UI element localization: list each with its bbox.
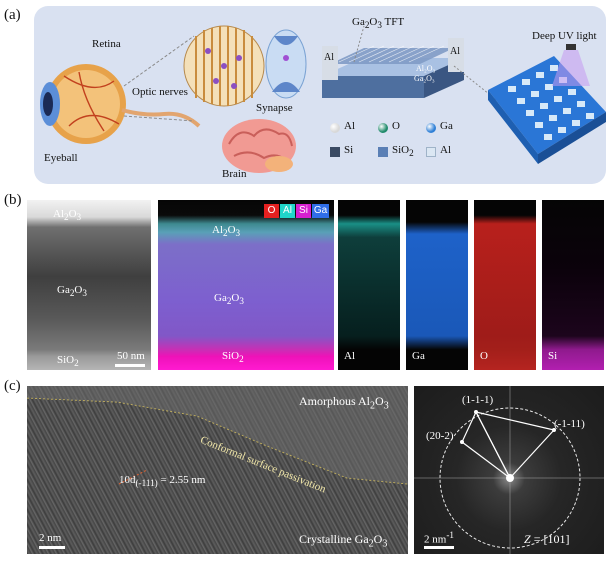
- eds-map-o: O: [474, 200, 536, 370]
- brain-icon: [222, 119, 296, 173]
- square-icon: [426, 147, 436, 157]
- tem-image: Al2O3 Ga2O3 SiO2 50 nm: [27, 200, 151, 370]
- eds-al2o3-label: Al2O3: [212, 224, 241, 239]
- panel-a-background: Retina Synapse Optic nerves Eyeball Brai…: [34, 6, 606, 184]
- fft-zone-axis-label: Z = [101]: [524, 532, 570, 546]
- tft-array-board-icon: [488, 56, 606, 164]
- passivation-boundary: [27, 386, 408, 485]
- retina-label: Retina: [92, 38, 121, 50]
- tft-title: Ga2O3 TFT: [352, 16, 405, 31]
- optic-nerves-label: Optic nerves: [132, 86, 188, 98]
- eds-map-o-label: O: [480, 350, 488, 362]
- synapse-label: Synapse: [256, 102, 293, 114]
- synapse-icon: [265, 29, 307, 99]
- hrtem-amorphous-label: Amorphous Al2O3: [299, 394, 389, 412]
- fft-spot-1-label: (1-1-1): [462, 394, 494, 406]
- sphere-icon: [426, 123, 436, 133]
- material-legend: Al O Ga Si SiO2 Al: [330, 120, 480, 176]
- fft-pattern: (1-1-1) (-1-11) (20-2) 2 nm-1 Z = [101]: [414, 386, 604, 554]
- eds-legend-si: Si: [296, 204, 311, 218]
- eds-legend-ga: Ga: [312, 204, 329, 218]
- hrtem-scale-bar: [39, 546, 65, 549]
- fft-scale-label: 2 nm-1: [424, 530, 454, 546]
- square-icon: [330, 147, 340, 157]
- sphere-icon: [330, 123, 340, 133]
- square-icon: [378, 147, 388, 157]
- tem-scale-bar: [115, 364, 145, 367]
- eds-ga2o3-label: Ga2O3: [214, 292, 244, 307]
- sphere-icon: [378, 123, 388, 133]
- deep-uv-label: Deep UV light: [532, 30, 597, 42]
- uv-lamp-icon: [552, 44, 590, 86]
- eds-map-al-label: Al: [344, 350, 355, 362]
- tft-stack-ga2o3-label: Ga₂O₃: [414, 74, 435, 83]
- eds-map-al: Al: [338, 200, 400, 370]
- hrtem-scale-label: 2 nm: [39, 532, 62, 544]
- tft-device-icon: [322, 38, 464, 98]
- eyeball-icon: [40, 64, 201, 144]
- retina-callout-line: [123, 35, 195, 87]
- panel-a-letter: (a): [4, 7, 21, 23]
- tft-stack-al2o3-label: Al₂O₃: [416, 64, 436, 73]
- tem-scale-label: 50 nm: [117, 350, 145, 362]
- hrtem-crystalline-label: Crystalline Ga2O3: [299, 532, 388, 550]
- retina-magnified-icon: [183, 25, 265, 107]
- eds-overlay-map: O Al Si Ga Al2O3 Ga2O3 SiO2: [158, 200, 334, 370]
- eds-map-si-label: Si: [548, 350, 558, 362]
- tem-al2o3-label: Al2O3: [53, 208, 82, 223]
- hrtem-d-spacing-label: 10d(-111) = 2.55 nm: [119, 474, 206, 489]
- tft-al-right-label: Al: [450, 46, 460, 57]
- eyeball-label: Eyeball: [44, 152, 78, 164]
- eds-map-ga-label: Ga: [412, 350, 425, 362]
- eds-map-ga: Ga: [406, 200, 468, 370]
- eds-sio2-label: SiO2: [222, 350, 244, 365]
- panel-b-letter: (b): [4, 192, 22, 208]
- eds-legend-al: Al: [280, 204, 295, 218]
- tem-sio2-label: SiO2: [57, 354, 79, 369]
- panel-c-letter: (c): [4, 378, 21, 394]
- eds-legend-o: O: [264, 204, 279, 218]
- fft-scale-bar: [424, 546, 454, 549]
- fft-spot-3-label: (20-2): [426, 430, 454, 442]
- fft-overlay: [414, 386, 604, 554]
- tft-al-left-label: Al: [324, 52, 334, 63]
- panel-a-illustration: [40, 25, 606, 173]
- hrtem-image: Amorphous Al2O3 Conformal surface passiv…: [27, 386, 408, 554]
- tem-ga2o3-label: Ga2O3: [57, 284, 87, 299]
- eds-map-si: Si: [542, 200, 604, 370]
- fft-spot-2-label: (-1-11): [554, 418, 585, 430]
- brain-label: Brain: [222, 168, 247, 180]
